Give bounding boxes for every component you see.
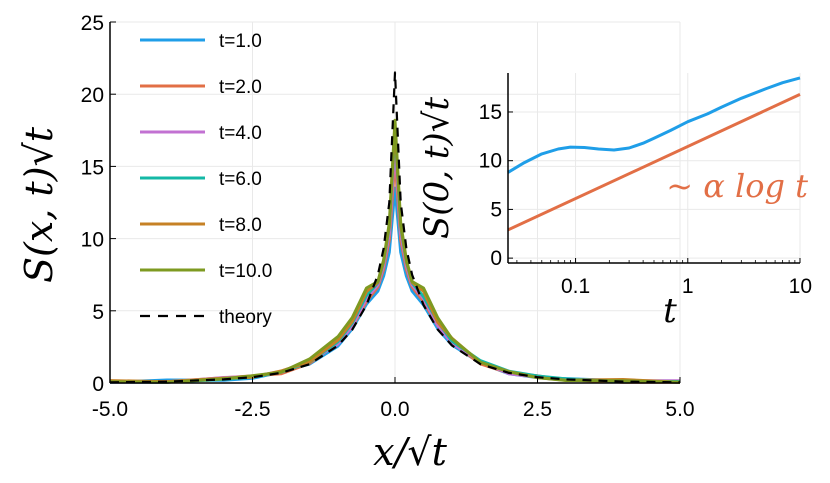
inset-x-tick-label: 1: [682, 275, 694, 298]
main-x-tick-label: 0.0: [380, 398, 409, 421]
legend: t=1.0 t=2.0 t=4.0 t=6.0 t=8.0 t=10.0 theory: [140, 31, 272, 328]
main-x-tick-label: 2.5: [523, 398, 552, 421]
main-y-tick-label: 20: [81, 84, 104, 107]
main-y-tick-label: 10: [81, 229, 104, 252]
inset-y-tick-label: 5: [490, 198, 502, 221]
legend-label: theory: [219, 307, 272, 328]
legend-label: t=2.0: [219, 77, 262, 98]
inset-xlabel: t: [663, 291, 677, 331]
legend-label: t=6.0: [219, 169, 262, 190]
main-y-tick-label: 5: [92, 301, 104, 324]
inset-series-line: [507, 93, 801, 232]
main-y-tick-label: 25: [81, 12, 104, 35]
inset-y-tick-label: 10: [479, 150, 502, 173]
legend-label: t=4.0: [219, 123, 262, 144]
main-series: [109, 71, 681, 384]
main-x-tick-label: -2.5: [234, 398, 270, 421]
legend-label: t=10.0: [219, 261, 272, 282]
inset-ylabel: S(0, t)√t: [417, 97, 457, 239]
main-ylabel: S(x, t)√t: [17, 126, 61, 283]
main-y-tick-label: 0: [92, 373, 104, 396]
inset-x-tick-label: 0.1: [561, 275, 590, 298]
legend-label: t=1.0: [219, 31, 262, 52]
legend-label: t=8.0: [219, 215, 262, 236]
main-series-line: [109, 71, 681, 384]
inset-series-line: [507, 76, 801, 174]
inset-annotation: ~ α log t: [666, 167, 808, 205]
inset-ticks: 0.1 1 10 0 5 10 15: [479, 101, 812, 298]
inset-y-tick-label: 15: [479, 101, 502, 124]
inset-y-tick-label: 0: [490, 247, 502, 270]
main-x-tick-label: 5.0: [665, 398, 694, 421]
inset-x-tick-label: 10: [789, 275, 812, 298]
inset-series: [507, 76, 801, 232]
main-y-tick-label: 15: [81, 156, 104, 179]
main-xlabel: x/√t: [373, 430, 447, 474]
main-x-tick-label: -5.0: [92, 398, 128, 421]
